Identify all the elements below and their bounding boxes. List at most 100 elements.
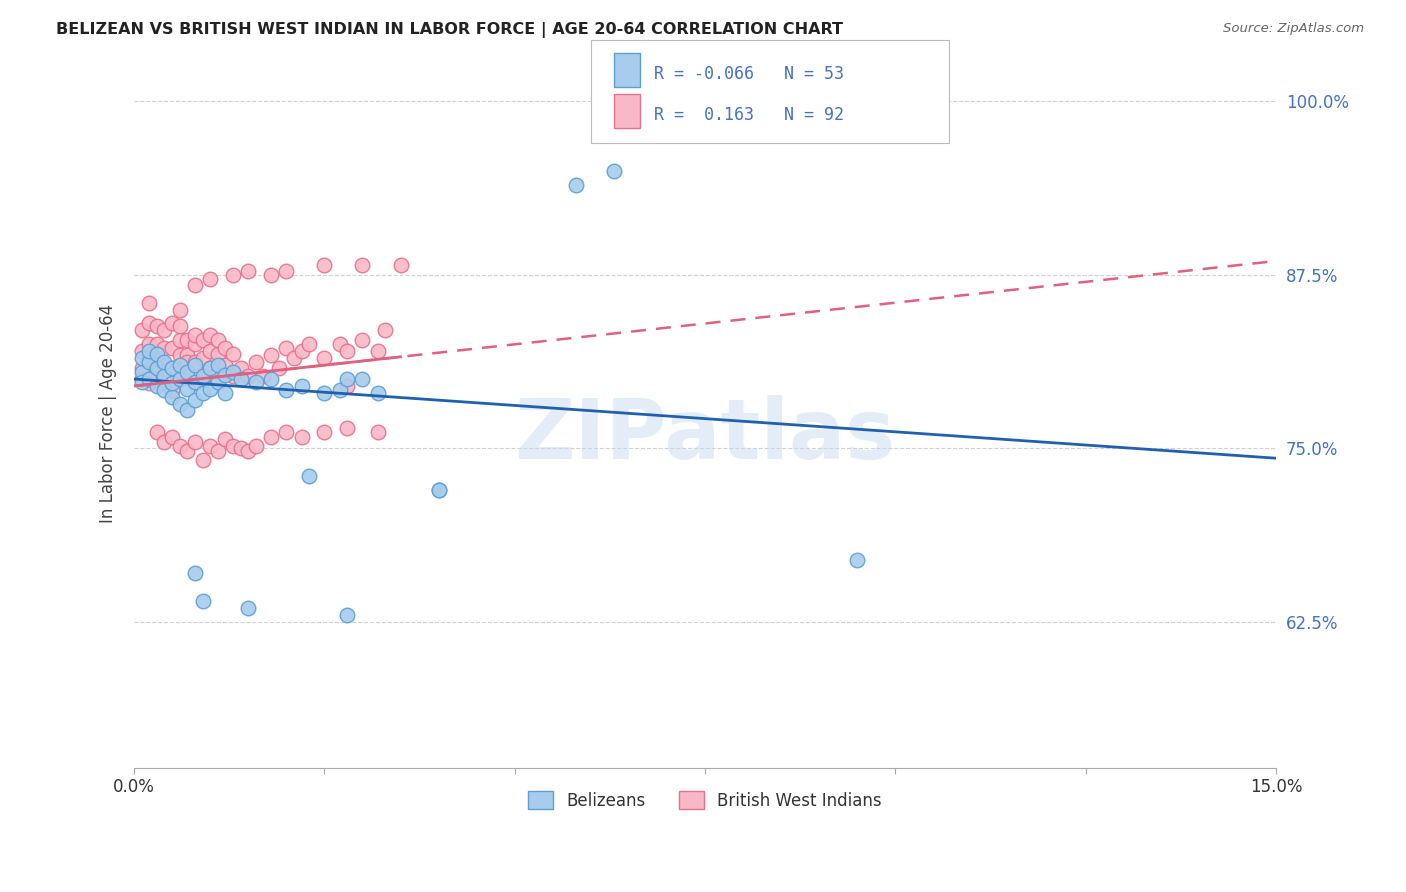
Point [191, 594, 214, 608]
Point [198, 272, 221, 286]
Point [260, 372, 283, 386]
Point [184, 355, 207, 369]
Point [184, 376, 207, 391]
Point [146, 347, 169, 361]
Point [314, 351, 336, 366]
Point [336, 608, 359, 623]
Point [207, 444, 229, 458]
Point [290, 379, 312, 393]
Point [214, 342, 236, 356]
Point [138, 317, 160, 331]
Point [260, 430, 283, 444]
Point [602, 163, 624, 178]
Point [169, 333, 191, 347]
Point [198, 439, 221, 453]
Point [138, 376, 160, 391]
Point [214, 386, 236, 401]
Point [138, 355, 160, 369]
Point [198, 382, 221, 396]
Point [191, 351, 214, 366]
Point [290, 430, 312, 444]
Point [245, 375, 267, 389]
Point [184, 327, 207, 342]
Point [314, 386, 336, 401]
Text: Source: ZipAtlas.com: Source: ZipAtlas.com [1223, 22, 1364, 36]
Point [176, 402, 198, 417]
Point [389, 258, 412, 272]
Point [336, 420, 359, 434]
Point [176, 369, 198, 384]
Point [176, 382, 198, 396]
Point [184, 392, 207, 407]
Point [352, 372, 374, 386]
Point [198, 327, 221, 342]
Point [184, 434, 207, 449]
Point [138, 372, 160, 386]
Point [160, 383, 183, 397]
Point [229, 442, 252, 456]
Point [245, 355, 267, 369]
Point [214, 432, 236, 446]
Point [131, 375, 153, 389]
Point [329, 337, 352, 351]
Point [336, 344, 359, 359]
Point [336, 379, 359, 393]
Point [222, 347, 245, 361]
Point [846, 552, 869, 566]
Point [336, 372, 359, 386]
Point [314, 258, 336, 272]
Point [160, 390, 183, 404]
Point [160, 317, 183, 331]
Point [138, 295, 160, 310]
Point [238, 601, 260, 615]
Point [146, 360, 169, 375]
Point [222, 365, 245, 379]
Point [138, 337, 160, 351]
Point [153, 383, 176, 397]
Point [131, 360, 153, 375]
Point [229, 360, 252, 375]
Point [191, 386, 214, 401]
Point [207, 347, 229, 361]
Point [352, 258, 374, 272]
Point [207, 375, 229, 389]
Point [276, 263, 298, 277]
Point [191, 452, 214, 467]
Point [176, 365, 198, 379]
Point [146, 319, 169, 334]
Point [198, 344, 221, 359]
Point [146, 372, 169, 386]
Point [374, 323, 396, 337]
Point [352, 333, 374, 347]
Point [184, 375, 207, 389]
Point [169, 372, 191, 386]
Text: BELIZEAN VS BRITISH WEST INDIAN IN LABOR FORCE | AGE 20-64 CORRELATION CHART: BELIZEAN VS BRITISH WEST INDIAN IN LABOR… [56, 22, 844, 38]
Point [176, 348, 198, 362]
Point [153, 342, 176, 356]
Point [160, 342, 183, 356]
Text: ZIPatlas: ZIPatlas [515, 394, 896, 475]
Point [276, 342, 298, 356]
Point [169, 302, 191, 317]
Point [298, 337, 321, 351]
Point [367, 344, 389, 359]
Point [160, 360, 183, 375]
Point [267, 360, 290, 375]
Legend: Belizeans, British West Indians: Belizeans, British West Indians [522, 785, 889, 816]
Point [191, 372, 214, 386]
Point [153, 323, 176, 337]
Point [169, 319, 191, 334]
Point [176, 444, 198, 458]
Y-axis label: In Labor Force | Age 20-64: In Labor Force | Age 20-64 [100, 304, 117, 524]
Point [191, 333, 214, 347]
Text: R =  0.163   N = 92: R = 0.163 N = 92 [654, 106, 844, 124]
Point [153, 358, 176, 372]
Point [229, 372, 252, 386]
Point [176, 333, 198, 347]
Point [153, 355, 176, 369]
Point [298, 469, 321, 483]
Point [290, 344, 312, 359]
Point [191, 369, 214, 384]
Point [184, 566, 207, 581]
Point [160, 376, 183, 391]
